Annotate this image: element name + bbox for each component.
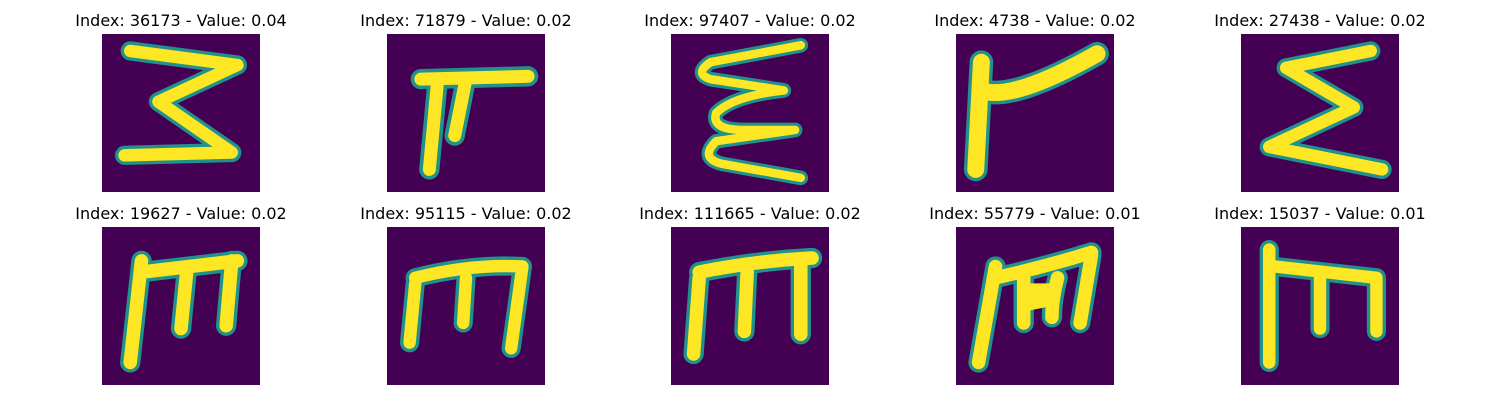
glyph-image <box>956 34 1114 192</box>
panel-title: Index: 19627 - Value: 0.02 <box>75 204 287 223</box>
panel-title: Index: 55779 - Value: 0.01 <box>929 204 1141 223</box>
glyph-image <box>387 34 545 192</box>
glyph-image <box>671 34 829 192</box>
panel-9: Index: 55779 - Value: 0.01 <box>929 205 1141 385</box>
panel-title: Index: 95115 - Value: 0.02 <box>360 204 572 223</box>
panel-title: Index: 27438 - Value: 0.02 <box>1214 11 1426 30</box>
panel-3: Index: 97407 - Value: 0.02 <box>644 12 856 192</box>
glyph-image <box>102 34 260 192</box>
glyph-image <box>387 227 545 385</box>
glyph-image <box>1241 227 1399 385</box>
panel-title: Index: 97407 - Value: 0.02 <box>644 11 856 30</box>
glyph-image <box>671 227 829 385</box>
panel-4: Index: 4738 - Value: 0.02 <box>934 12 1136 192</box>
glyph-image <box>956 227 1114 385</box>
glyph-image <box>102 227 260 385</box>
panel-title: Index: 71879 - Value: 0.02 <box>360 11 572 30</box>
panel-title: Index: 36173 - Value: 0.04 <box>75 11 287 30</box>
panel-10: Index: 15037 - Value: 0.01 <box>1214 205 1426 385</box>
panel-title: Index: 111665 - Value: 0.02 <box>639 204 861 223</box>
panel-title: Index: 15037 - Value: 0.01 <box>1214 204 1426 223</box>
panel-5: Index: 27438 - Value: 0.02 <box>1214 12 1426 192</box>
panel-title: Index: 4738 - Value: 0.02 <box>934 11 1136 30</box>
panel-7: Index: 95115 - Value: 0.02 <box>360 205 572 385</box>
panel-6: Index: 19627 - Value: 0.02 <box>75 205 287 385</box>
panel-2: Index: 71879 - Value: 0.02 <box>360 12 572 192</box>
panel-8: Index: 111665 - Value: 0.02 <box>639 205 861 385</box>
glyph-image <box>1241 34 1399 192</box>
panel-1: Index: 36173 - Value: 0.04 <box>75 12 287 192</box>
